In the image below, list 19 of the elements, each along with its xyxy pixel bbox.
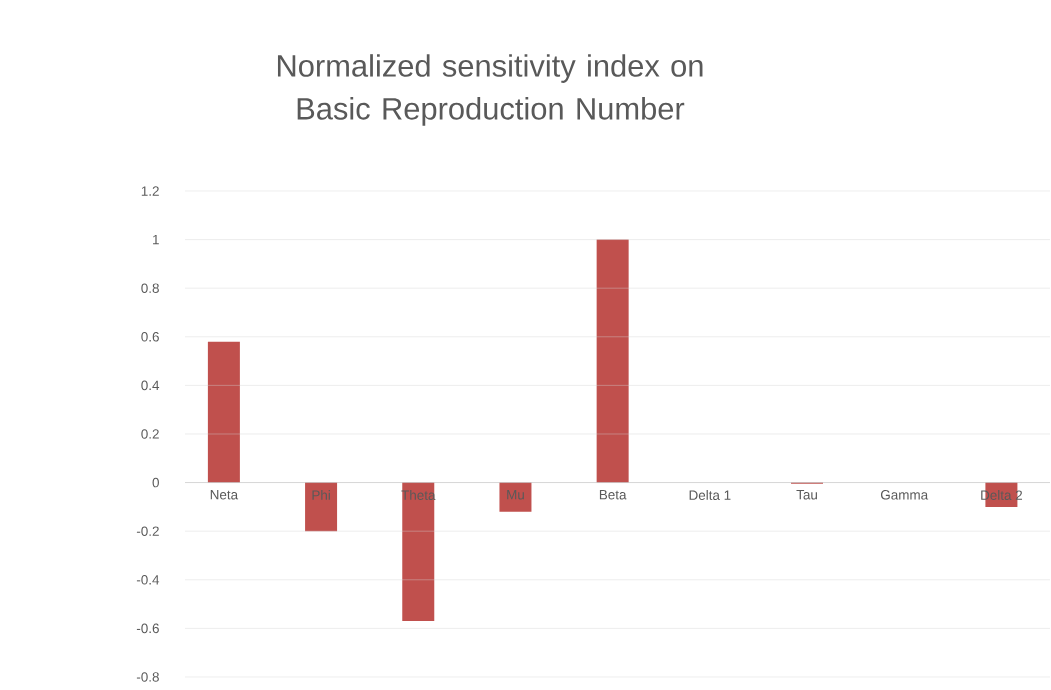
y-tick-label: -0.4: [136, 575, 160, 585]
y-tick-label: 0: [152, 477, 159, 488]
x-tick-label: Gamma: [880, 490, 929, 500]
y-tick-label: 0.4: [141, 380, 160, 391]
x-tick-label: Beta: [599, 490, 627, 500]
y-tick-label: 1: [153, 234, 159, 245]
x-tick-label: Mu: [507, 490, 524, 500]
y-tick-label: -0.6: [136, 623, 159, 634]
x-tick-label: Delta 1: [689, 490, 731, 500]
y-tick-label: 0.2: [141, 429, 159, 439]
y-tick-label: -0.8: [136, 672, 159, 682]
y-tick-label: 1.2: [141, 186, 159, 196]
x-tick-label: Neta: [210, 490, 239, 500]
x-tick-label: Tau: [796, 490, 817, 500]
y-tick-label: 0.6: [141, 332, 159, 342]
y-tick-label: -0.2: [136, 526, 159, 536]
y-tick-label: 0.8: [141, 283, 159, 293]
chart-title: Normalized sensitivity index on Basic Reproduction Number: [277, 54, 703, 126]
x-tick-label: Phi: [312, 490, 330, 500]
